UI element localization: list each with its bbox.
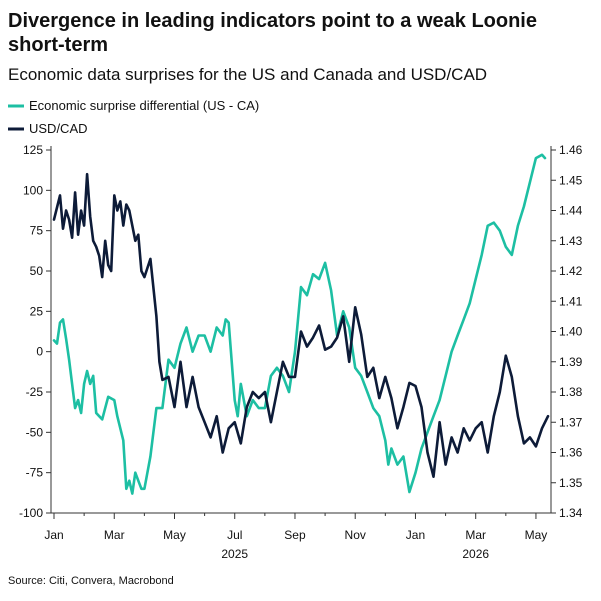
right-tick-label: 1.35 xyxy=(559,476,583,490)
chart-source: Source: Citi, Convera, Macrobond xyxy=(8,575,174,587)
left-tick-label: 125 xyxy=(23,143,43,157)
right-tick-label: 1.37 xyxy=(559,415,583,429)
x-tick-label: May xyxy=(163,528,186,542)
chart-title-line2: short-term xyxy=(8,34,108,56)
right-tick-label: 1.36 xyxy=(559,446,583,460)
x-tick-label: Sep xyxy=(284,528,306,542)
legend-label-usdcad: USD/CAD xyxy=(29,121,88,136)
left-tick-label: 25 xyxy=(30,304,44,318)
left-tick-label: -50 xyxy=(26,425,44,439)
right-tick-label: 1.40 xyxy=(559,325,583,339)
x-axis: Jan Mar May Jul Sep Nov Jan Mar May 2025 2026 xyxy=(44,512,551,561)
right-tick-label: 1.41 xyxy=(559,294,583,308)
legend: Economic surprise differential (US - CA)… xyxy=(8,98,259,136)
x-tick-label: May xyxy=(525,528,548,542)
series-layer xyxy=(52,153,550,495)
right-tick-label: 1.46 xyxy=(559,143,583,157)
right-tick-label: 1.39 xyxy=(559,355,583,369)
right-tick-label: 1.44 xyxy=(559,204,583,218)
series-line-surprise-differential xyxy=(52,153,547,495)
left-tick-label: 100 xyxy=(23,183,43,197)
chart-subtitle: Economic data surprises for the US and C… xyxy=(8,65,487,84)
x-tick-label: Jul xyxy=(227,528,242,542)
x-tick-label: Mar xyxy=(104,528,125,542)
x-tick-label: Mar xyxy=(465,528,486,542)
x-tick-label: Nov xyxy=(345,528,366,542)
left-tick-label: 0 xyxy=(36,345,43,359)
x-year-label: 2026 xyxy=(462,547,489,561)
x-year-label: 2025 xyxy=(221,547,248,561)
right-tick-label: 1.34 xyxy=(559,506,583,520)
left-tick-label: -25 xyxy=(26,385,44,399)
right-tick-label: 1.43 xyxy=(559,234,583,248)
right-axis: 1.46 1.45 1.44 1.43 1.42 1.41 1.40 1.39 1.38 1.37… xyxy=(550,143,583,520)
left-tick-label: 75 xyxy=(30,224,44,238)
right-tick-label: 1.45 xyxy=(559,173,583,187)
right-tick-label: 1.42 xyxy=(559,264,583,278)
legend-label-surprise: Economic surprise differential (US - CA) xyxy=(29,98,259,113)
chart-title-line1: Divergence in leading indicators point t… xyxy=(8,10,537,32)
left-tick-label: -100 xyxy=(19,506,43,520)
right-tick-label: 1.38 xyxy=(559,385,583,399)
x-tick-label: Jan xyxy=(406,528,425,542)
left-tick-label: 50 xyxy=(30,264,44,278)
left-tick-label: -75 xyxy=(26,466,44,480)
left-axis: 125 100 75 50 25 0 -25 -50 -75 -100 xyxy=(19,143,52,520)
series-line-usdcad xyxy=(52,172,550,479)
x-tick-label: Jan xyxy=(44,528,63,542)
